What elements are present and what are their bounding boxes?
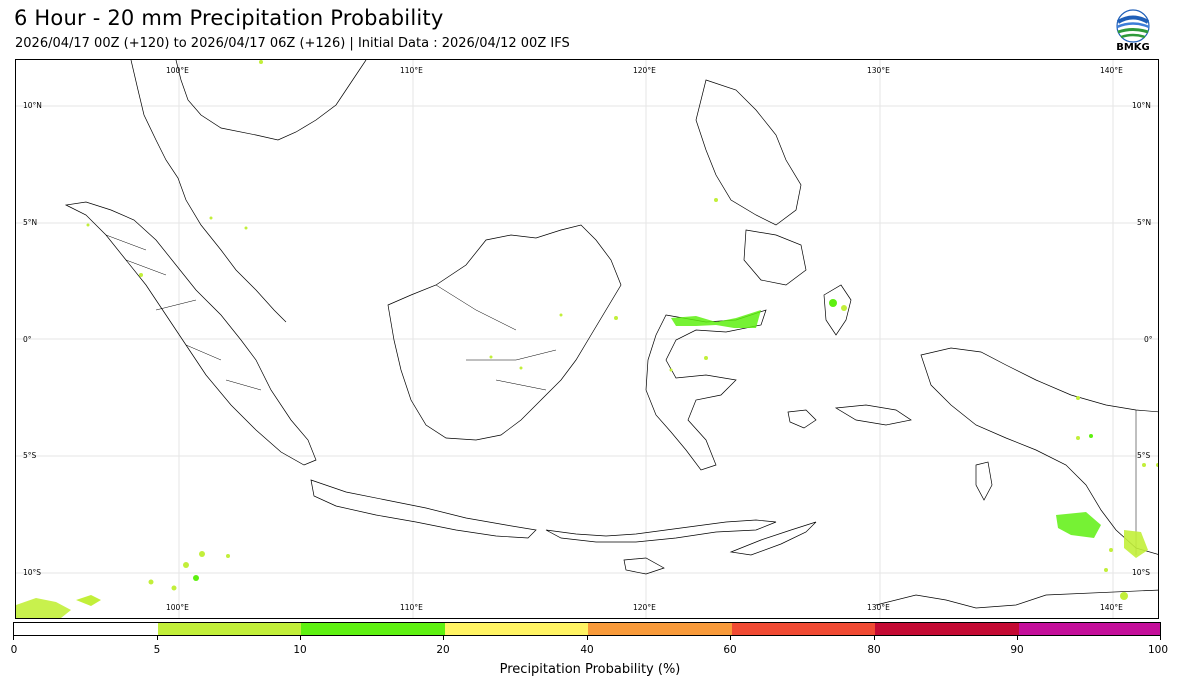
lon-label-bottom: 130°E bbox=[867, 603, 890, 612]
lon-label-top: 130°E bbox=[867, 66, 890, 75]
precipitation-map: 100°E 110°E 120°E 130°E 140°E 100°E 110°… bbox=[15, 59, 1159, 619]
colorbar-tick-label: 100 bbox=[1147, 644, 1169, 656]
lon-label-top: 110°E bbox=[400, 66, 423, 75]
bmkg-logo bbox=[1116, 9, 1150, 43]
lat-label-right: 0° bbox=[1144, 335, 1153, 344]
lon-label-bottom: 140°E bbox=[1100, 603, 1123, 612]
colorbar-tick-label: 90 bbox=[1010, 644, 1024, 656]
coast-sumba bbox=[623, 557, 665, 575]
coast-borneo bbox=[387, 224, 622, 441]
coast-halmahera bbox=[823, 284, 852, 336]
lon-label-top: 100°E bbox=[166, 66, 189, 75]
colorbar-segment bbox=[157, 623, 301, 635]
lon-label-bottom: 120°E bbox=[633, 603, 656, 612]
bmkg-logo-text: BMKG bbox=[1116, 42, 1150, 53]
colorbar-tick-label: 80 bbox=[867, 644, 881, 656]
coast-nusa bbox=[545, 519, 777, 543]
colorbar-tick-label: 0 bbox=[10, 644, 18, 656]
lat-label-left: 0° bbox=[23, 335, 32, 344]
lat-label-left: 5°S bbox=[23, 451, 37, 460]
lat-label-left: 10°N bbox=[23, 101, 42, 110]
coast-indochina bbox=[130, 60, 367, 323]
map-subtitle: 2026/04/17 00Z (+120) to 2026/04/17 06Z … bbox=[15, 36, 570, 51]
colorbar-segment bbox=[1018, 623, 1160, 635]
colorbar-segment bbox=[301, 623, 445, 635]
colorbar-tick-label: 10 bbox=[293, 644, 307, 656]
province-borders bbox=[105, 234, 1137, 555]
map-canvas bbox=[16, 60, 1158, 618]
map-gridlines bbox=[16, 60, 1158, 618]
coast-seram bbox=[834, 404, 912, 426]
lat-label-right: 10°N bbox=[1132, 101, 1151, 110]
colorbar-tick-label: 40 bbox=[580, 644, 594, 656]
colorbar-segment bbox=[731, 623, 875, 635]
lon-label-top: 140°E bbox=[1100, 66, 1123, 75]
colorbar-segment bbox=[444, 623, 588, 635]
colorbar-segment bbox=[14, 623, 158, 635]
colorbar bbox=[13, 622, 1161, 636]
coast-java bbox=[310, 479, 537, 539]
colorbar-tick-label: 20 bbox=[436, 644, 450, 656]
map-title: 6 Hour - 20 mm Precipitation Probability bbox=[14, 6, 444, 30]
coast-sulawesi bbox=[645, 309, 767, 471]
coast-mindanao bbox=[743, 229, 807, 286]
coast-newguinea bbox=[920, 347, 1158, 555]
lat-label-left: 5°N bbox=[23, 218, 38, 227]
lat-label-right: 5°N bbox=[1137, 218, 1152, 227]
colorbar-segment bbox=[588, 623, 732, 635]
precip-patches bbox=[16, 60, 1158, 618]
coast-philippines bbox=[695, 79, 802, 226]
lon-label-bottom: 110°E bbox=[400, 603, 423, 612]
lat-label-right: 10°S bbox=[1132, 568, 1151, 577]
coast-aru bbox=[975, 461, 993, 501]
coastlines bbox=[64, 60, 1158, 609]
colorbar-label: Precipitation Probability (%) bbox=[499, 662, 681, 677]
lat-label-right: 5°S bbox=[1137, 451, 1151, 460]
lat-label-left: 10°S bbox=[23, 568, 42, 577]
colorbar-segment bbox=[875, 623, 1019, 635]
lon-label-bottom: 100°E bbox=[166, 603, 189, 612]
coast-sumatra bbox=[64, 201, 317, 466]
colorbar-tick-label: 60 bbox=[723, 644, 737, 656]
colorbar-tick-label: 5 bbox=[153, 644, 161, 656]
coast-australia bbox=[875, 589, 1158, 609]
coast-buru bbox=[787, 409, 817, 429]
lon-label-top: 120°E bbox=[633, 66, 656, 75]
coast-timor bbox=[729, 521, 817, 556]
